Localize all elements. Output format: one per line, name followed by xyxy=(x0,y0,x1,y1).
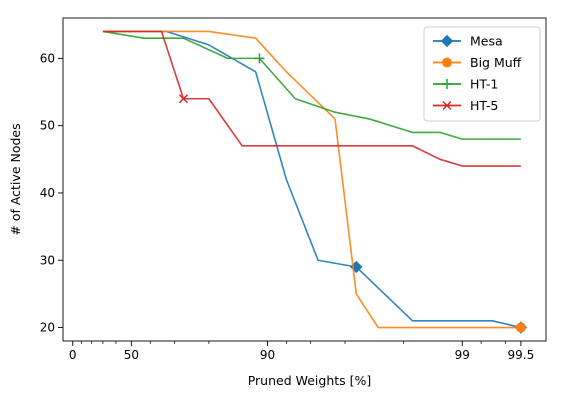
y-tick-label: 60 xyxy=(40,51,55,65)
legend-marker-ht-1 xyxy=(442,79,452,89)
legend-marker-ht-5 xyxy=(442,100,452,111)
y-tick-label: 20 xyxy=(40,321,55,335)
legend-label-ht-1: HT-1 xyxy=(470,77,498,92)
legend-label-mesa: Mesa xyxy=(470,34,503,49)
legend-label-ht-5: HT-5 xyxy=(470,98,498,113)
data-point-ht-1 xyxy=(254,53,265,64)
legend-box xyxy=(423,26,541,122)
axes: 0 50 90 99 99.5 20 30 40 50 60 xyxy=(40,17,547,362)
x-tick-label: 99.5 xyxy=(508,348,535,362)
series-line-big-muff xyxy=(102,30,521,329)
legend-label-big-muff: Big Muff xyxy=(470,55,522,70)
x-tick-label: 90 xyxy=(260,348,275,362)
y-tick-label: 30 xyxy=(40,253,55,267)
x-tick-label: 50 xyxy=(124,348,139,362)
plot-frame xyxy=(62,17,547,342)
data-point-ht-5 xyxy=(178,94,189,104)
y-axis-label: # of Active Nodes xyxy=(8,123,23,235)
y-tick-label: 40 xyxy=(40,186,55,200)
x-axis-label: Pruned Weights [%] xyxy=(248,373,372,388)
x-tick-label: 99 xyxy=(455,348,470,362)
series-line-ht-1 xyxy=(102,30,521,140)
data-point-big-muff xyxy=(515,322,526,333)
series-line-ht-5 xyxy=(102,30,521,167)
legend-marker-mesa xyxy=(440,34,454,48)
legend: Mesa Big Muff HT-1 HT-5 xyxy=(423,26,541,122)
legend-marker-big-muff xyxy=(442,57,452,68)
x-tick-label: 0 xyxy=(69,348,77,362)
y-tick-label: 50 xyxy=(40,119,55,133)
plot-area xyxy=(102,30,528,334)
